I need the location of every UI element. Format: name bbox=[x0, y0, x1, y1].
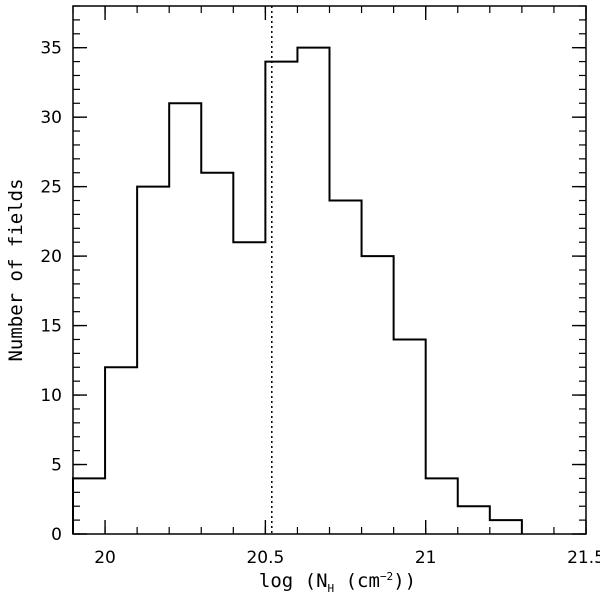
y-tick-label: 5 bbox=[51, 456, 62, 476]
y-tick-label: 35 bbox=[40, 39, 62, 59]
x-title-suffix: )) bbox=[393, 570, 416, 592]
histogram-bin-11 bbox=[426, 478, 458, 534]
y-tick-label: 0 bbox=[51, 525, 62, 545]
y-tick-label: 20 bbox=[40, 247, 62, 267]
histogram-bin-9 bbox=[362, 256, 394, 534]
histogram-bin-2 bbox=[137, 187, 169, 534]
y-tick-label: 30 bbox=[40, 108, 62, 128]
histogram-outline bbox=[72, 46, 523, 534]
y-axis-title: Number of fields bbox=[5, 178, 27, 361]
histogram-bin-3 bbox=[169, 103, 201, 534]
x-tick-label: 21.5 bbox=[567, 548, 600, 568]
y-tick-label: 25 bbox=[40, 178, 62, 198]
histogram-bins bbox=[73, 48, 522, 534]
x-title-superscript: −2 bbox=[380, 570, 393, 583]
x-tick-label: 20.5 bbox=[246, 548, 284, 568]
histogram-bin-7 bbox=[297, 48, 329, 534]
y-tick-labels: 0 5 10 15 20 25 30 35 bbox=[40, 39, 62, 545]
x-tick-label: 20 bbox=[94, 548, 116, 568]
histogram-bin-13 bbox=[490, 520, 522, 534]
histogram-bin-12 bbox=[458, 506, 490, 534]
y-tick-label: 15 bbox=[40, 317, 62, 337]
x-title-subscript: H bbox=[328, 582, 335, 595]
histogram-bin-10 bbox=[394, 339, 426, 534]
x-title-prefix: log (N bbox=[259, 570, 328, 592]
y-tick-label: 10 bbox=[40, 386, 62, 406]
histogram-bin-5 bbox=[233, 242, 265, 534]
histogram-bin-0 bbox=[73, 478, 105, 534]
histogram-bin-6 bbox=[265, 62, 297, 534]
histogram-bin-8 bbox=[330, 201, 362, 534]
histogram-bin-1 bbox=[105, 367, 137, 534]
x-title-middle: (cm bbox=[334, 570, 380, 592]
histogram-bin-4 bbox=[201, 173, 233, 534]
x-tick-label: 21 bbox=[415, 548, 437, 568]
x-axis-title: log (NH (cm−2)) bbox=[259, 570, 416, 595]
x-tick-labels: 20 20.5 21 21.5 bbox=[94, 548, 600, 568]
axis-ticks bbox=[72, 5, 587, 535]
